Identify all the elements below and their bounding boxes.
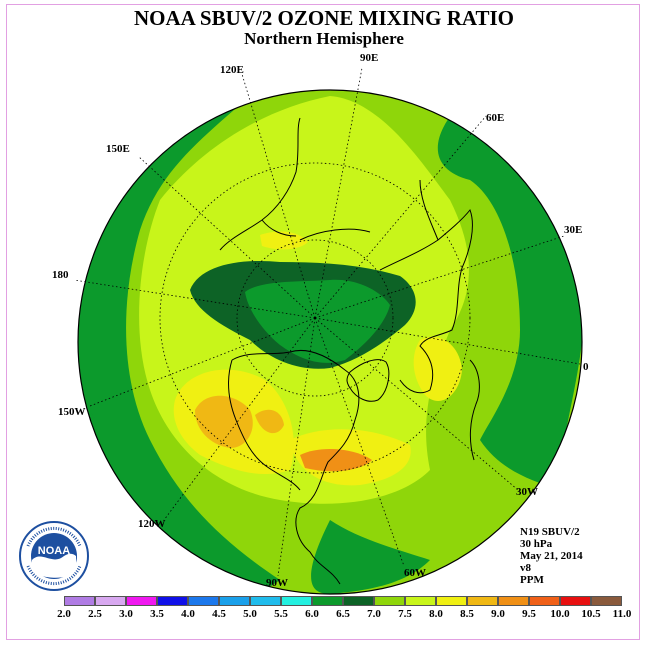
scale-tick-label: 7.0	[367, 608, 381, 620]
field-6-5-7-east	[437, 110, 582, 490]
scale-tick-label: 3.0	[119, 608, 133, 620]
scale-swatch	[95, 596, 126, 606]
scale-swatch	[560, 596, 591, 606]
info-date: May 21, 2014	[520, 550, 583, 562]
scale-tick-label: 4.5	[212, 608, 226, 620]
scale-tick-label: 5.0	[243, 608, 257, 620]
scale-swatch	[281, 596, 312, 606]
scale-tick-label: 8.0	[429, 608, 443, 620]
map-boundary	[77, 89, 583, 595]
lon-label-90e: 90E	[360, 52, 378, 64]
lon-label-180: 180	[52, 269, 69, 281]
scale-swatch	[312, 596, 343, 606]
scale-swatch	[467, 596, 498, 606]
scale-swatch	[126, 596, 157, 606]
field-6-5-7-pole	[245, 279, 390, 363]
scale-tick-label: 7.5	[398, 608, 412, 620]
scale-tick-label: 5.5	[274, 608, 288, 620]
scale-tick-label: 9.5	[522, 608, 536, 620]
map-title: NOAA SBUV/2 OZONE MIXING RATIO	[134, 6, 514, 30]
lon-label-150w: 150W	[58, 406, 86, 418]
scale-swatch	[343, 596, 374, 606]
field-9-9-5-west	[195, 395, 253, 448]
lon-label-30w: 30W	[516, 486, 538, 498]
scale-tick-label: 9.0	[491, 608, 505, 620]
field-6-5-7-south	[311, 520, 430, 594]
lon-label-150e: 150E	[106, 143, 130, 155]
logo-text: NOAA	[38, 545, 70, 557]
scale-swatch	[529, 596, 560, 606]
info-block: N19 SBUV/2 30 hPa May 21, 2014 v8 PPM	[520, 526, 583, 586]
info-satellite: N19 SBUV/2	[520, 526, 580, 538]
meridian-0	[314, 317, 581, 365]
meridian-30w	[314, 317, 519, 491]
logo-wave	[32, 553, 76, 578]
coastlines	[219, 117, 480, 585]
meridian-90w	[277, 317, 316, 577]
lon-label-60e: 60E	[486, 112, 504, 124]
map-subtitle: Northern Hemisphere	[244, 29, 404, 48]
coastline-asia	[219, 117, 301, 251]
logo-lettering-top	[26, 526, 82, 547]
field-9-9-5-central	[255, 409, 284, 434]
scale-swatch	[405, 596, 436, 606]
coastline-africa	[469, 359, 480, 461]
info-units: PPM	[520, 574, 544, 586]
field-9-9-5-east	[300, 448, 372, 472]
lon-label-120e: 120E	[220, 64, 244, 76]
scale-swatch	[157, 596, 188, 606]
lon-label-90w: 90W	[266, 577, 288, 589]
lon-label-0: 0	[583, 361, 589, 373]
meridian-150w	[89, 317, 316, 407]
logo-lettering-bottom	[26, 565, 82, 586]
scale-tick-label: 10.0	[550, 608, 570, 620]
meridian-180	[73, 279, 316, 319]
meridian-120e	[241, 73, 316, 319]
figure-frame	[6, 4, 640, 640]
latitude-circle-30	[159, 162, 471, 474]
coastline-greenland	[346, 359, 390, 402]
graticule	[73, 67, 581, 577]
scale-swatch	[498, 596, 529, 606]
scale-swatch	[591, 596, 622, 606]
lon-label-30e: 30E	[564, 224, 582, 236]
ozone-field	[78, 90, 582, 594]
coastline-north-america	[228, 350, 360, 585]
scale-swatch	[219, 596, 250, 606]
scale-tick-label: 10.5	[581, 608, 601, 620]
lon-label-120w: 120W	[138, 518, 166, 530]
scale-swatch	[374, 596, 405, 606]
scale-swatch	[250, 596, 281, 606]
scale-swatch	[436, 596, 467, 606]
info-level: 30 hPa	[520, 538, 553, 550]
scale-tick-label: 11.0	[612, 608, 632, 620]
noaa-logo: NOAA	[19, 521, 89, 591]
scale-tick-label: 3.5	[150, 608, 164, 620]
scale-tick-label: 6.5	[336, 608, 350, 620]
lon-label-60w: 60W	[404, 567, 426, 579]
scale-swatch	[64, 596, 95, 606]
scale-tick-label: 8.5	[460, 608, 474, 620]
field-6-5-7-west	[78, 96, 280, 594]
scale-tick-label: 2.0	[57, 608, 71, 620]
scale-tick-label: 6.0	[305, 608, 319, 620]
longitude-labels: 90E 120E 60E 150E 30E 180 0 150W 30W 120…	[52, 52, 589, 589]
scale-swatch	[188, 596, 219, 606]
coastline-eurasia	[299, 179, 473, 394]
meridian-60e	[314, 115, 487, 319]
scale-tick-label: 2.5	[88, 608, 102, 620]
scale-tick-label: 4.0	[181, 608, 195, 620]
latitude-circle-60	[236, 239, 394, 397]
info-version: v8	[520, 562, 531, 574]
